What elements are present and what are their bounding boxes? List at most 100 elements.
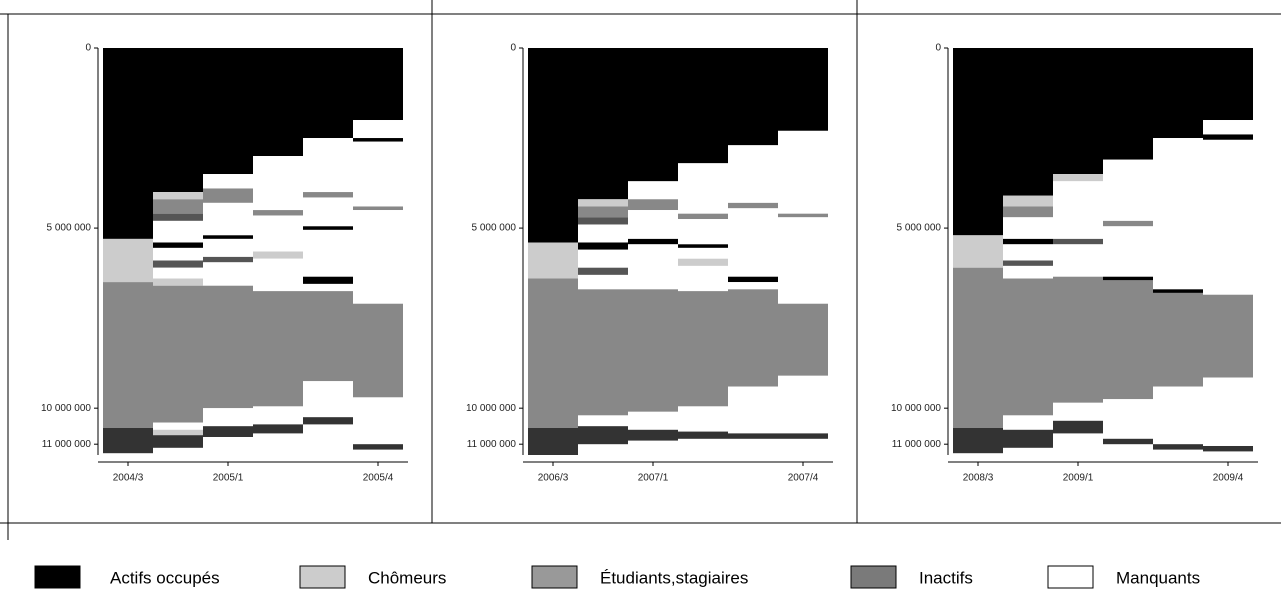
x-tick-label: 2006/3: [538, 473, 569, 484]
sequence-segment: [153, 429, 203, 436]
legend-label: Chômeurs: [368, 568, 446, 587]
y-tick-label: 5 000 000: [47, 223, 92, 234]
sequence-segment: [678, 406, 728, 432]
sequence-segment: [353, 141, 403, 207]
sequence-segment: [628, 238, 678, 245]
sequence-segment: [728, 433, 778, 439]
sequence-segment: [303, 381, 353, 418]
sequence-segment: [953, 48, 1003, 236]
sequence-segment: [1053, 238, 1103, 245]
sequence-segment: [1153, 386, 1203, 445]
sequence-segment: [253, 291, 303, 407]
sequence-segment: [678, 48, 728, 164]
sequence-segment: [153, 278, 203, 286]
sequence-segment: [1053, 402, 1103, 421]
sequence-segment: [578, 48, 628, 200]
legend-swatch: [531, 565, 578, 589]
sequence-segment: [203, 408, 253, 427]
sequence-segment: [153, 192, 203, 200]
sequence-segment: [528, 427, 578, 455]
sequence-segment: [353, 48, 403, 121]
sequence-segment: [1203, 134, 1253, 140]
legend-label: Manquants: [1116, 568, 1200, 587]
legend-swatch: [299, 565, 346, 589]
sequence-segment: [1153, 444, 1203, 450]
sequence-segment: [628, 244, 678, 290]
sequence-segment: [1103, 220, 1153, 227]
sequence-segment: [253, 424, 303, 434]
x-tick-label: 2009/4: [1213, 473, 1244, 484]
sequence-segment: [1153, 138, 1203, 290]
sequence-segment: [578, 206, 628, 218]
sequence-segment: [253, 258, 303, 292]
sequence-segment: [678, 265, 728, 292]
sequence-segment: [303, 283, 353, 292]
sequence-segment: [203, 174, 253, 189]
sequence-segment: [1203, 139, 1253, 295]
x-tick-label: 2007/1: [638, 473, 669, 484]
y-tick-label: 0: [85, 43, 91, 54]
y-tick-label: 5 000 000: [897, 223, 942, 234]
sequence-segment: [203, 285, 253, 409]
sequence-segment: [1103, 276, 1153, 281]
sequence-segment: [353, 206, 403, 211]
sequence-segment: [303, 226, 353, 230]
sequence-segment: [103, 48, 153, 239]
x-tick-label: 2005/1: [213, 473, 244, 484]
sequence-segment: [153, 422, 203, 430]
sequence-segment: [253, 210, 303, 216]
sequence-segment: [303, 48, 353, 139]
sequence-segment: [628, 48, 678, 182]
sequence-segment: [678, 258, 728, 266]
sequence-segment: [153, 242, 203, 248]
sequence-segment: [678, 431, 728, 439]
x-tick-label: 2004/3: [113, 473, 144, 484]
sequence-segment: [778, 213, 828, 218]
y-tick-label: 0: [510, 43, 516, 54]
sequence-segment: [203, 256, 253, 263]
sequence-segment: [1003, 278, 1053, 416]
x-tick-label: 2005/4: [363, 473, 394, 484]
sequence-segment: [1003, 429, 1053, 448]
sequence-segment: [303, 417, 353, 425]
sequence-segment: [1053, 48, 1103, 175]
sequence-segment: [778, 375, 828, 434]
sequence-segment: [1053, 174, 1103, 182]
x-tick-label: 2008/3: [963, 473, 994, 484]
sequence-segment: [1103, 438, 1153, 445]
sequence-segment: [678, 291, 728, 407]
sequence-segment: [1203, 445, 1253, 452]
sequence-segment: [203, 188, 253, 203]
sequence-segment: [203, 235, 253, 239]
sequence-segment: [628, 210, 678, 239]
sequence-segment: [1103, 280, 1153, 400]
sequence-segment: [303, 138, 353, 193]
sequence-segment: [153, 213, 203, 221]
sequence-segment: [1053, 276, 1103, 403]
sequence-segment: [1003, 265, 1053, 279]
sequence-segment: [1003, 48, 1053, 196]
sequence-segment: [103, 238, 153, 283]
sequence-segment: [1203, 120, 1253, 135]
sequence-segment: [1003, 415, 1053, 430]
sequence-segment: [778, 433, 828, 439]
sequence-segment: [1053, 420, 1103, 434]
sequence-segment: [153, 435, 203, 448]
sequence-segment: [253, 406, 303, 425]
sequence-segment: [628, 289, 678, 412]
sequence-segment: [728, 282, 778, 290]
sequence-segment: [1003, 260, 1053, 266]
sequence-segment: [528, 48, 578, 243]
x-tick-label: 2009/1: [1063, 473, 1094, 484]
y-tick-label: 11 000 000: [467, 439, 517, 450]
sequence-segment: [253, 215, 303, 252]
sequence-segment: [1003, 195, 1053, 207]
sequence-segment: [578, 426, 628, 445]
sequence-segment: [1153, 289, 1203, 293]
sequence-segment: [353, 210, 403, 304]
sequence-segment: [153, 285, 203, 423]
sequence-segment: [1153, 48, 1203, 139]
sequence-segment: [1003, 206, 1053, 218]
sequence-segment: [778, 130, 828, 214]
sequence-segment: [578, 224, 628, 243]
